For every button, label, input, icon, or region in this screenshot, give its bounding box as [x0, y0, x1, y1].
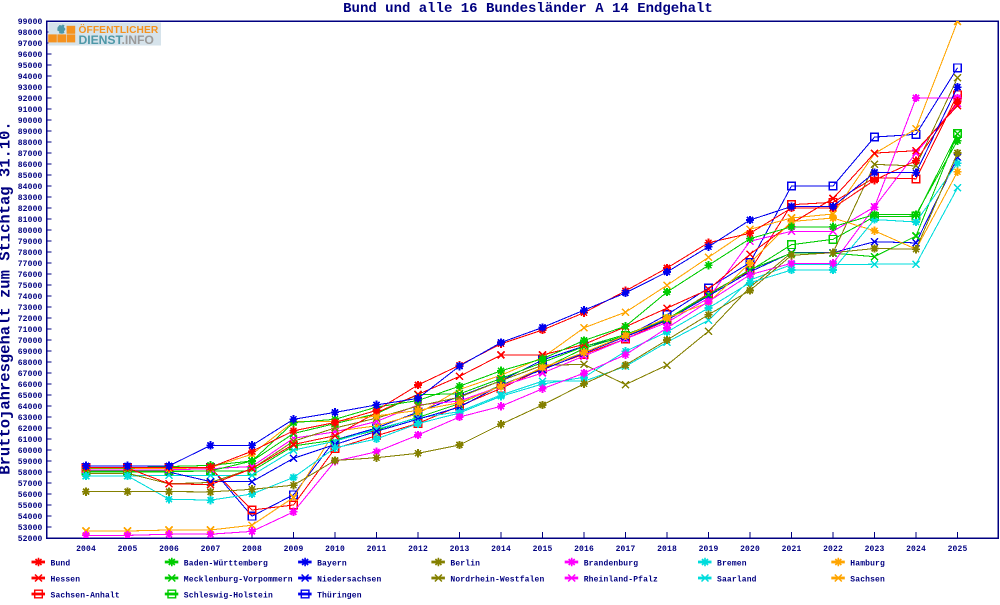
svg-text:58000: 58000	[18, 469, 43, 478]
svg-text:2008: 2008	[242, 545, 262, 554]
svg-text:Sachsen-Anhalt: Sachsen-Anhalt	[51, 591, 120, 600]
svg-text:Rheinland-Pfalz: Rheinland-Pfalz	[584, 575, 658, 584]
svg-text:Berlin: Berlin	[450, 559, 480, 568]
svg-text:Mecklenburg-Vorpommern: Mecklenburg-Vorpommern	[184, 575, 293, 584]
svg-text:2019: 2019	[699, 545, 719, 554]
svg-text:71000: 71000	[18, 326, 43, 335]
svg-text:2025: 2025	[948, 545, 968, 554]
svg-text:97000: 97000	[18, 40, 43, 49]
svg-text:Bund und alle 16 Bundesländer: Bund und alle 16 Bundesländer A 14 Endge…	[343, 1, 713, 17]
svg-text:82000: 82000	[18, 205, 43, 214]
svg-text:2011: 2011	[367, 545, 387, 554]
svg-text:2018: 2018	[657, 545, 677, 554]
svg-text:Bruttojahresgehalt zum Stichta: Bruttojahresgehalt zum Stichtag 31.10.	[0, 121, 15, 474]
svg-text:67000: 67000	[18, 370, 43, 379]
svg-text:52000: 52000	[18, 535, 43, 544]
svg-text:2017: 2017	[616, 545, 636, 554]
svg-text:2007: 2007	[201, 545, 221, 554]
svg-text:Baden-Württemberg: Baden-Württemberg	[184, 559, 268, 568]
svg-text:93000: 93000	[18, 84, 43, 93]
svg-text:Brandenburg: Brandenburg	[584, 559, 639, 568]
svg-text:2013: 2013	[450, 545, 470, 554]
svg-text:88000: 88000	[18, 139, 43, 148]
svg-text:83000: 83000	[18, 194, 43, 203]
svg-text:2005: 2005	[118, 545, 138, 554]
svg-text:87000: 87000	[18, 150, 43, 159]
svg-text:89000: 89000	[18, 128, 43, 137]
svg-text:61000: 61000	[18, 436, 43, 445]
svg-text:Hessen: Hessen	[51, 575, 81, 584]
svg-text:76000: 76000	[18, 271, 43, 280]
svg-text:78000: 78000	[18, 249, 43, 258]
svg-text:Schleswig-Holstein: Schleswig-Holstein	[184, 591, 273, 600]
svg-text:91000: 91000	[18, 106, 43, 115]
svg-text:53000: 53000	[18, 524, 43, 533]
svg-text:75000: 75000	[18, 282, 43, 291]
svg-text:59000: 59000	[18, 458, 43, 467]
svg-text:Bund: Bund	[51, 559, 71, 568]
svg-text:2021: 2021	[782, 545, 802, 554]
svg-text:72000: 72000	[18, 315, 43, 324]
svg-text:56000: 56000	[18, 491, 43, 500]
svg-text:73000: 73000	[18, 304, 43, 313]
svg-text:Saarland: Saarland	[717, 575, 757, 584]
svg-text:55000: 55000	[18, 502, 43, 511]
svg-text:80000: 80000	[18, 227, 43, 236]
svg-text:DIENST.INFO: DIENST.INFO	[79, 33, 154, 47]
svg-text:2004: 2004	[76, 545, 96, 554]
svg-text:Nordrhein-Westfalen: Nordrhein-Westfalen	[450, 575, 544, 584]
svg-text:86000: 86000	[18, 161, 43, 170]
svg-text:74000: 74000	[18, 293, 43, 302]
svg-text:98000: 98000	[18, 29, 43, 38]
svg-text:2024: 2024	[906, 545, 926, 554]
svg-text:Sachsen: Sachsen	[850, 575, 885, 584]
svg-text:92000: 92000	[18, 95, 43, 104]
svg-text:2014: 2014	[491, 545, 511, 554]
svg-text:81000: 81000	[18, 216, 43, 225]
svg-text:94000: 94000	[18, 73, 43, 82]
svg-text:2022: 2022	[823, 545, 843, 554]
svg-text:57000: 57000	[18, 480, 43, 489]
svg-text:62000: 62000	[18, 425, 43, 434]
svg-text:90000: 90000	[18, 117, 43, 126]
svg-text:65000: 65000	[18, 392, 43, 401]
svg-text:77000: 77000	[18, 260, 43, 269]
svg-text:95000: 95000	[18, 62, 43, 71]
svg-text:79000: 79000	[18, 238, 43, 247]
svg-text:84000: 84000	[18, 183, 43, 192]
svg-text:60000: 60000	[18, 447, 43, 456]
svg-text:64000: 64000	[18, 403, 43, 412]
svg-text:54000: 54000	[18, 513, 43, 522]
svg-text:85000: 85000	[18, 172, 43, 181]
svg-text:69000: 69000	[18, 348, 43, 357]
svg-text:2006: 2006	[159, 545, 179, 554]
svg-text:66000: 66000	[18, 381, 43, 390]
svg-text:2012: 2012	[408, 545, 428, 554]
svg-text:70000: 70000	[18, 337, 43, 346]
svg-text:Thüringen: Thüringen	[317, 591, 362, 600]
svg-text:Niedersachsen: Niedersachsen	[317, 575, 381, 584]
svg-text:2015: 2015	[533, 545, 553, 554]
svg-text:2009: 2009	[284, 545, 304, 554]
svg-text:ÖFFENTLICHER: ÖFFENTLICHER	[79, 23, 159, 36]
svg-text:2020: 2020	[740, 545, 760, 554]
svg-text:2023: 2023	[865, 545, 885, 554]
svg-text:Bremen: Bremen	[717, 559, 747, 568]
svg-text:Hamburg: Hamburg	[850, 559, 885, 568]
svg-text:63000: 63000	[18, 414, 43, 423]
svg-text:96000: 96000	[18, 51, 43, 60]
svg-text:68000: 68000	[18, 359, 43, 368]
svg-text:Bayern: Bayern	[317, 559, 347, 568]
svg-text:2016: 2016	[574, 545, 594, 554]
svg-text:99000: 99000	[18, 18, 43, 27]
svg-text:2010: 2010	[325, 545, 345, 554]
